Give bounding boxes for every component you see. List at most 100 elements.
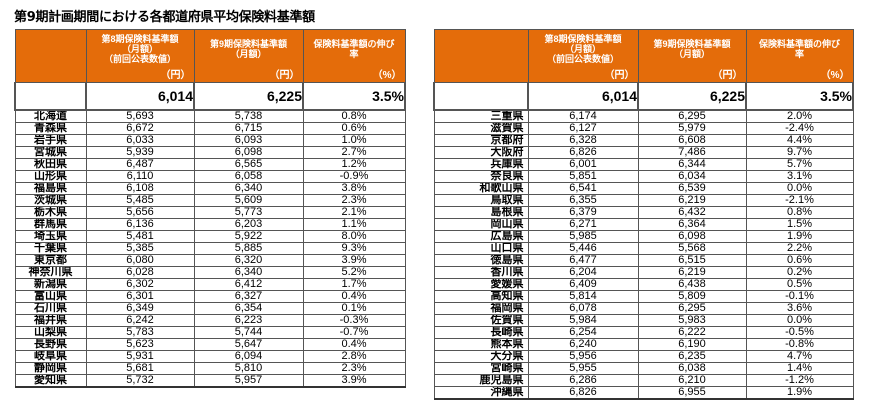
unit-yen: （円） (160, 70, 191, 81)
period9-value-cell: 5,568 (637, 242, 747, 255)
header-growth-line2: 率 (794, 49, 804, 59)
table-row: 東京都 6,080 6,320 3.9% (14, 254, 406, 267)
table-row: 群馬県 6,136 6,203 1.1% (14, 218, 406, 231)
prefecture-cell: 静岡県 (14, 362, 87, 375)
period8-value-cell: 6,108 (85, 182, 195, 195)
national-average-period8: 6,014 (85, 82, 195, 111)
period9-value-cell: 6,190 (637, 338, 747, 351)
table-row: 岩手県 6,033 6,093 1.0% (14, 134, 406, 147)
period8-value-cell: 6,826 (527, 146, 639, 159)
period8-value-cell: 5,385 (85, 242, 195, 255)
period8-value-cell: 6,301 (85, 290, 195, 303)
period9-value-cell: 6,539 (637, 182, 747, 195)
prefecture-cell: 京都府 (433, 134, 529, 147)
prefecture-cell: 山形県 (14, 170, 87, 183)
period8-value-cell: 5,939 (85, 146, 195, 159)
national-average-label (433, 82, 529, 111)
period9-value-cell: 7,486 (637, 146, 747, 159)
table-row: 福岡県 6,078 6,295 3.6% (433, 302, 854, 315)
header-period9-line2: （月額） (230, 49, 267, 59)
period8-value-cell: 6,672 (85, 122, 195, 135)
period9-value-cell: 6,093 (193, 134, 304, 147)
period9-value-cell: 6,203 (193, 218, 304, 231)
growth-rate-cell: 0.0% (745, 182, 854, 195)
table-row: 新潟県 6,302 6,412 1.7% (14, 278, 406, 291)
period8-value-cell: 5,681 (85, 362, 195, 375)
table-row: 茨城県 5,485 5,609 2.3% (14, 194, 406, 207)
prefecture-cell: 富山県 (14, 290, 87, 303)
prefecture-cell: 愛媛県 (433, 278, 529, 291)
growth-rate-cell: 8.0% (302, 230, 406, 243)
period8-value-cell: 6,328 (527, 134, 639, 147)
growth-rate-cell: 1.7% (302, 278, 406, 291)
growth-rate-cell: -0.8% (745, 338, 854, 351)
growth-rate-cell: 0.8% (745, 206, 854, 219)
header-period8-line1: 第8期保険料基準額 (544, 34, 622, 44)
period8-value-cell: 6,001 (527, 158, 639, 171)
unit-yen: （円） (604, 70, 635, 81)
period9-value-cell: 6,098 (193, 146, 304, 159)
period8-value-cell: 5,693 (85, 110, 195, 123)
growth-rate-cell: -0.1% (745, 290, 854, 303)
table-row: 沖縄県 6,826 6,955 1.9% (433, 386, 854, 400)
growth-rate-cell: 9.3% (302, 242, 406, 255)
table-row: 奈良県 5,851 6,034 3.1% (433, 170, 854, 183)
growth-rate-cell: 2.1% (302, 206, 406, 219)
growth-rate-cell: 0.8% (302, 110, 406, 123)
prefecture-cell: 山梨県 (14, 326, 87, 339)
period8-value-cell: 5,984 (527, 314, 639, 327)
header-growth-line2: 率 (349, 49, 359, 59)
prefecture-cell: 千葉県 (14, 242, 87, 255)
period9-value-cell: 6,340 (193, 182, 304, 195)
table-row: 山形県 6,110 6,058 -0.9% (14, 170, 406, 183)
period9-value-cell: 6,098 (637, 230, 747, 243)
period9-value-cell: 6,364 (637, 218, 747, 231)
growth-rate-cell: 0.5% (745, 278, 854, 291)
prefecture-cell: 青森県 (14, 122, 87, 135)
prefecture-cell: 兵庫県 (433, 158, 529, 171)
prefecture-cell: 新潟県 (14, 278, 87, 291)
prefecture-cell: 石川県 (14, 302, 87, 315)
period8-value-cell: 5,955 (527, 362, 639, 375)
prefecture-cell: 岡山県 (433, 218, 529, 231)
period8-value-cell: 6,487 (85, 158, 195, 171)
growth-rate-cell: 1.1% (302, 218, 406, 231)
period9-value-cell: 5,647 (193, 338, 304, 351)
period8-value-cell: 5,985 (527, 230, 639, 243)
table-row: 石川県 6,349 6,354 0.1% (14, 302, 406, 315)
table-row: 京都府 6,328 6,608 4.4% (433, 134, 854, 147)
table-row: 徳島県 6,477 6,515 0.6% (433, 254, 854, 267)
national-average-period8: 6,014 (527, 82, 639, 111)
period8-value-cell: 6,271 (527, 218, 639, 231)
table-row: 岡山県 6,271 6,364 1.5% (433, 218, 854, 231)
header-growth: 保険料基準額の伸び率 （%） (302, 29, 406, 83)
growth-rate-cell: 0.6% (745, 254, 854, 267)
period9-value-cell: 6,219 (637, 194, 747, 207)
period8-value-cell: 6,174 (527, 110, 639, 123)
prefecture-cell: 島根県 (433, 206, 529, 219)
period8-value-cell: 6,355 (527, 194, 639, 207)
prefecture-cell: 福島県 (14, 182, 87, 195)
prefecture-cell: 広島県 (433, 230, 529, 243)
growth-rate-cell: 4.7% (745, 350, 854, 363)
period8-value-cell: 5,446 (527, 242, 639, 255)
table-row: 北海道 5,693 5,738 0.8% (14, 110, 406, 123)
period8-value-cell: 6,286 (527, 374, 639, 387)
prefecture-cell: 北海道 (14, 110, 87, 123)
period8-value-cell: 6,136 (85, 218, 195, 231)
growth-rate-cell: 1.4% (745, 362, 854, 375)
table-row: 鳥取県 6,355 6,219 -2.1% (433, 194, 854, 207)
period9-value-cell: 5,738 (193, 110, 304, 123)
prefecture-cell: 愛知県 (14, 374, 87, 388)
unit-yen: （円） (269, 70, 300, 81)
growth-rate-cell: 3.9% (302, 374, 406, 388)
period8-value-cell: 5,783 (85, 326, 195, 339)
header-period8-line2: （月額） (564, 44, 601, 54)
prefecture-cell: 東京都 (14, 254, 87, 267)
growth-rate-cell: 0.4% (302, 338, 406, 351)
period9-value-cell: 5,922 (193, 230, 304, 243)
period9-value-cell: 6,235 (637, 350, 747, 363)
table-row: 滋賀県 6,127 5,979 -2.4% (433, 122, 854, 135)
prefecture-cell: 宮崎県 (433, 362, 529, 375)
growth-rate-cell: 2.7% (302, 146, 406, 159)
